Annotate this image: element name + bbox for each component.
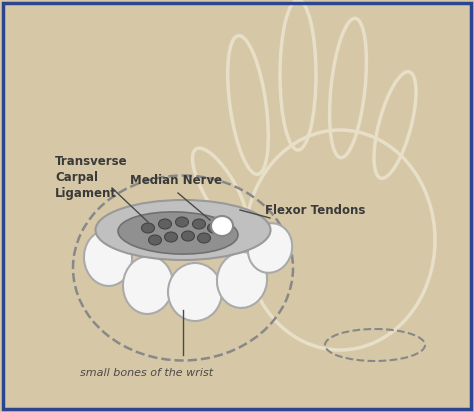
Ellipse shape — [142, 223, 155, 233]
Ellipse shape — [118, 212, 238, 254]
Text: Flexor Tendons: Flexor Tendons — [265, 204, 365, 216]
Ellipse shape — [158, 219, 172, 229]
Ellipse shape — [168, 263, 222, 321]
Ellipse shape — [84, 230, 132, 286]
Ellipse shape — [95, 200, 271, 260]
Ellipse shape — [208, 223, 220, 233]
Text: Transverse
Carpal
Ligament: Transverse Carpal Ligament — [55, 155, 128, 200]
Text: Median Nerve: Median Nerve — [130, 174, 222, 187]
Ellipse shape — [175, 217, 189, 227]
Ellipse shape — [217, 252, 267, 308]
Ellipse shape — [211, 216, 233, 236]
Ellipse shape — [198, 233, 210, 243]
Ellipse shape — [148, 235, 162, 245]
Ellipse shape — [192, 219, 206, 229]
Ellipse shape — [248, 223, 292, 273]
Ellipse shape — [123, 256, 173, 314]
Ellipse shape — [164, 232, 177, 242]
Ellipse shape — [182, 231, 194, 241]
Text: small bones of the wrist: small bones of the wrist — [80, 368, 213, 378]
